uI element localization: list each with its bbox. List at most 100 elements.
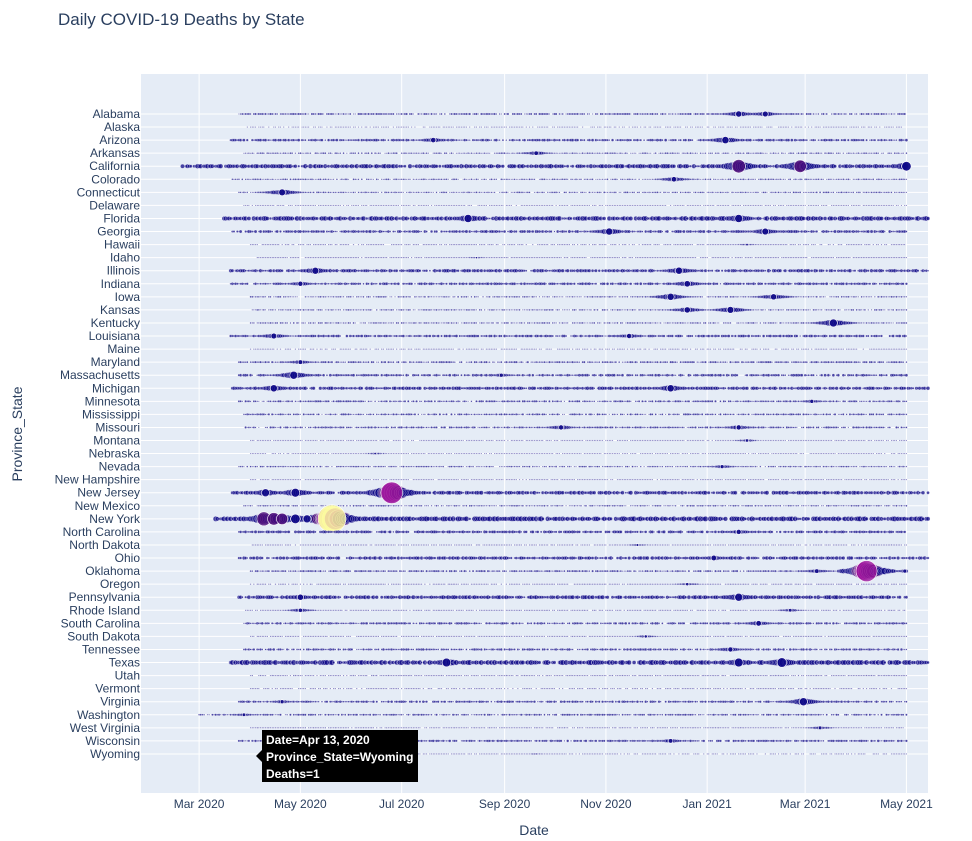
data-point[interactable] xyxy=(325,205,326,206)
data-point[interactable] xyxy=(834,113,836,115)
data-point[interactable] xyxy=(569,153,570,154)
data-point[interactable] xyxy=(386,270,388,272)
data-point[interactable] xyxy=(496,244,497,245)
data-point[interactable] xyxy=(524,179,526,181)
data-point[interactable] xyxy=(293,257,294,258)
data-point[interactable] xyxy=(615,192,617,194)
data-point[interactable] xyxy=(833,179,834,180)
data-point[interactable] xyxy=(814,153,815,154)
data-point[interactable] xyxy=(537,205,538,206)
data-point[interactable] xyxy=(665,244,666,245)
data-point[interactable] xyxy=(439,244,440,245)
data-point[interactable] xyxy=(388,283,389,284)
data-point[interactable] xyxy=(786,192,787,193)
data-point[interactable] xyxy=(738,179,739,180)
data-point[interactable] xyxy=(859,205,860,206)
data-point[interactable] xyxy=(459,192,460,193)
data-point[interactable] xyxy=(687,257,688,258)
data-point[interactable] xyxy=(416,192,417,193)
data-point[interactable] xyxy=(331,153,332,154)
data-point[interactable] xyxy=(588,152,590,154)
data-point[interactable] xyxy=(803,257,804,258)
data-point[interactable] xyxy=(404,179,406,181)
data-point[interactable] xyxy=(677,152,679,154)
data-point[interactable] xyxy=(579,257,580,258)
data-point[interactable] xyxy=(695,152,697,154)
data-point[interactable] xyxy=(293,244,294,245)
data-point[interactable] xyxy=(484,192,486,194)
data-point[interactable] xyxy=(492,205,493,206)
data-point[interactable] xyxy=(417,192,419,194)
data-point[interactable] xyxy=(678,152,679,153)
data-point[interactable] xyxy=(256,178,258,180)
data-point[interactable] xyxy=(532,179,534,181)
data-point[interactable] xyxy=(600,179,601,180)
data-point[interactable] xyxy=(517,257,518,258)
data-point[interactable] xyxy=(574,192,576,194)
data-point[interactable] xyxy=(629,126,630,127)
data-point[interactable] xyxy=(250,192,251,193)
data-point[interactable] xyxy=(768,126,769,127)
data-point[interactable] xyxy=(271,152,273,154)
data-point[interactable] xyxy=(404,257,405,258)
data-point[interactable] xyxy=(557,192,558,193)
data-point[interactable] xyxy=(688,205,689,206)
data-point[interactable] xyxy=(414,179,415,180)
data-point[interactable] xyxy=(595,283,597,285)
data-point[interactable] xyxy=(335,139,338,142)
data-point[interactable] xyxy=(867,179,869,181)
data-point[interactable] xyxy=(630,257,631,258)
data-point[interactable] xyxy=(474,126,475,127)
data-point[interactable] xyxy=(424,126,425,127)
data-point[interactable] xyxy=(477,231,479,233)
data-point[interactable] xyxy=(477,205,478,206)
data-point[interactable] xyxy=(751,257,752,258)
data-point[interactable] xyxy=(273,179,274,180)
data-point[interactable] xyxy=(575,205,576,206)
data-point[interactable] xyxy=(351,205,352,206)
data-point[interactable] xyxy=(891,152,892,153)
data-point[interactable] xyxy=(868,126,869,127)
data-point[interactable] xyxy=(877,113,879,115)
data-point[interactable] xyxy=(690,126,691,127)
data-point[interactable] xyxy=(511,205,512,206)
data-point[interactable] xyxy=(829,152,831,154)
data-point[interactable] xyxy=(698,192,700,194)
data-point[interactable] xyxy=(690,205,691,206)
data-point[interactable] xyxy=(657,257,658,258)
data-point[interactable] xyxy=(867,230,870,233)
data-point[interactable] xyxy=(393,126,394,127)
data-point[interactable] xyxy=(770,205,771,206)
data-point[interactable] xyxy=(592,192,593,193)
data-point[interactable] xyxy=(602,257,603,258)
data-point[interactable] xyxy=(745,257,746,258)
data-point[interactable] xyxy=(439,152,441,154)
data-point[interactable] xyxy=(693,192,694,193)
data-point[interactable] xyxy=(604,179,605,180)
data-point[interactable] xyxy=(481,205,482,206)
data-point[interactable] xyxy=(569,244,570,245)
data-point[interactable] xyxy=(547,192,548,193)
data-point[interactable] xyxy=(624,205,625,206)
data-point[interactable] xyxy=(560,205,561,206)
data-point[interactable] xyxy=(250,113,252,115)
data-point[interactable] xyxy=(682,192,683,193)
data-point[interactable] xyxy=(394,231,396,233)
data-point[interactable] xyxy=(412,269,415,272)
data-point[interactable] xyxy=(355,205,356,206)
data-point[interactable] xyxy=(864,126,865,127)
data-point[interactable] xyxy=(408,205,409,206)
data-point[interactable] xyxy=(252,192,253,193)
data-point[interactable] xyxy=(592,205,593,206)
data-point[interactable] xyxy=(656,113,658,115)
data-point[interactable] xyxy=(756,205,757,206)
data-point[interactable] xyxy=(418,179,419,180)
data-point[interactable] xyxy=(398,205,399,206)
data-point[interactable] xyxy=(336,257,337,258)
data-point[interactable] xyxy=(313,205,314,206)
data-point[interactable] xyxy=(695,205,696,206)
data-point[interactable] xyxy=(522,178,524,180)
data-point[interactable] xyxy=(766,153,767,154)
data-point[interactable] xyxy=(622,205,623,206)
data-point[interactable] xyxy=(567,244,568,245)
